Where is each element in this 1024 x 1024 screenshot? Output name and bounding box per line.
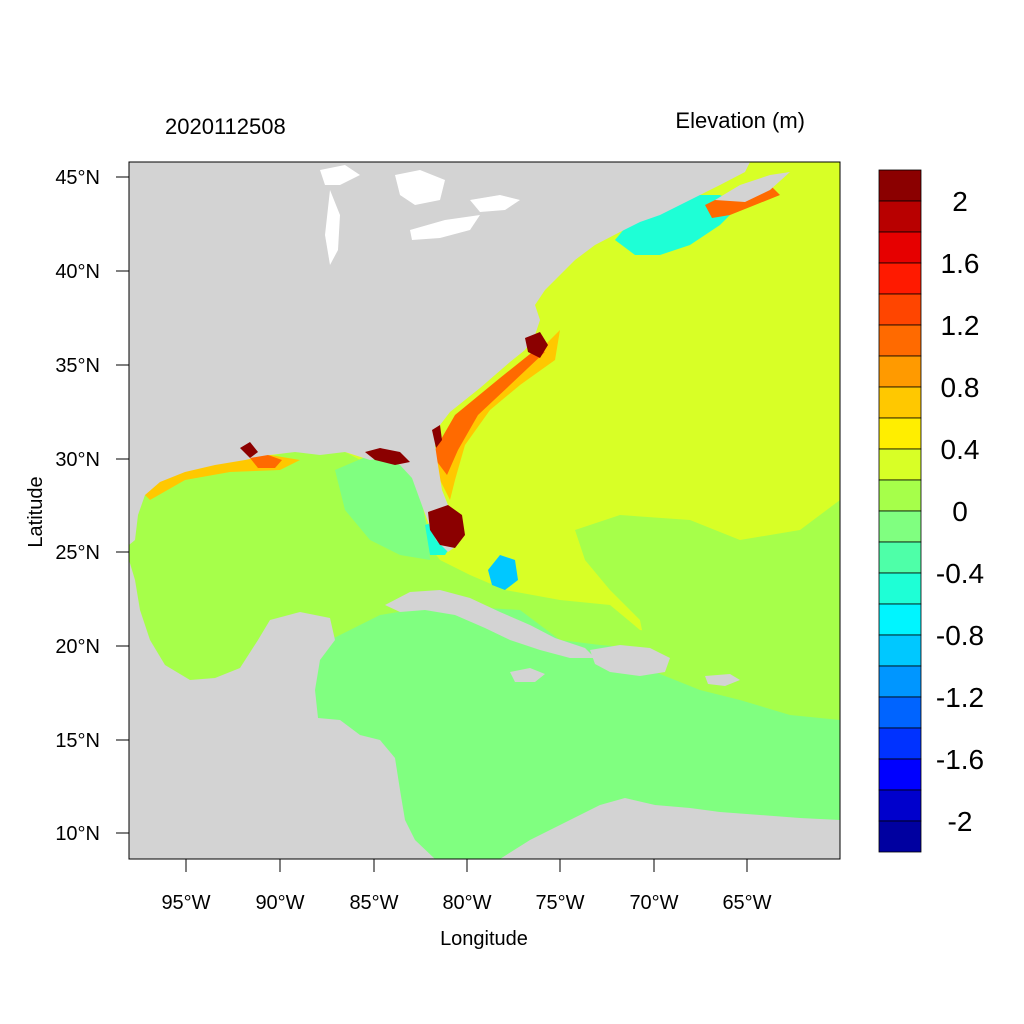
north-carolina-surge — [525, 332, 548, 358]
colorbar — [878, 169, 922, 853]
colorbar-label: 1.6 — [941, 248, 980, 279]
lat-tick-label: 30°N — [55, 449, 100, 471]
lon-tick-label: 85°W — [349, 892, 398, 914]
colorbar-segment — [878, 634, 922, 667]
lat-tick-label: 40°N — [55, 261, 100, 283]
colorbar-segment — [878, 603, 922, 636]
lat-tick-label: 35°N — [55, 355, 100, 377]
colorbar-segment — [878, 727, 922, 760]
colorbar-label: -1.6 — [936, 744, 984, 775]
colorbar-segment — [878, 417, 922, 450]
x-axis-label: Longitude — [440, 928, 528, 950]
east-coast-surge-low — [430, 330, 560, 500]
bahamas-setdown — [488, 555, 518, 590]
great-lakes — [320, 165, 520, 265]
longitude-ticks: 95°W 90°W 85°W 80°W 75°W 70°W 65°W — [161, 859, 772, 914]
colorbar-label: 1.2 — [941, 310, 980, 341]
colorbar-segment — [878, 231, 922, 264]
colorbar-labels: 2 1.6 1.2 0.8 0.4 0 -0.4 -0.8 -1.2 -1.6 -2 — [936, 186, 984, 837]
colorbar-label: 0 — [952, 496, 968, 527]
west-florida-shelf-zone — [335, 455, 430, 560]
gulf-coast-surge — [240, 425, 442, 465]
colorbar-label: -1.2 — [936, 682, 984, 713]
colorbar-segment — [878, 541, 922, 574]
lon-tick-label: 80°W — [442, 892, 491, 914]
colorbar-label: 2 — [952, 186, 968, 217]
plot-frame — [128, 161, 841, 860]
atlantic-neutral-zone — [575, 500, 840, 720]
colorbar-segment — [878, 200, 922, 233]
colorbar-segment — [878, 789, 922, 822]
colorbar-segment — [878, 665, 922, 698]
mexico-central-america-land — [129, 560, 435, 859]
colorbar-segment — [878, 448, 922, 481]
colorbar-segment — [878, 262, 922, 295]
latitude-ticks: 45°N 40°N 35°N 30°N 25°N 20°N 15°N 10°N — [55, 167, 129, 845]
y-axis-label: Latitude — [25, 476, 47, 547]
lat-tick-label: 10°N — [55, 823, 100, 845]
colorbar-segment — [878, 820, 922, 853]
colorbar-label: 0.8 — [941, 372, 980, 403]
colorbar-segment — [878, 510, 922, 543]
lat-tick-label: 45°N — [55, 167, 100, 189]
colorbar-segment — [878, 479, 922, 512]
colorbar-segment — [878, 324, 922, 357]
colorbar-segment — [878, 355, 922, 388]
colorbar-segment — [878, 169, 922, 202]
south-america-land — [500, 798, 840, 859]
colorbar-label: -2 — [948, 806, 973, 837]
colorbar-label: 0.4 — [941, 434, 980, 465]
colorbar-segment — [878, 572, 922, 605]
left-title: 2020112508 — [165, 114, 286, 139]
lon-tick-label: 90°W — [255, 892, 304, 914]
lon-tick-label: 95°W — [161, 892, 210, 914]
lat-tick-label: 25°N — [55, 542, 100, 564]
east-coast-surge-mid — [432, 350, 545, 475]
colorbar-label: -0.8 — [936, 620, 984, 651]
gulf-coast-surge-mid — [250, 455, 282, 468]
lat-tick-label: 15°N — [55, 730, 100, 752]
south-florida-surge — [428, 505, 465, 548]
lon-tick-label: 70°W — [629, 892, 678, 914]
lon-tick-label: 75°W — [535, 892, 584, 914]
hispaniola-land — [590, 645, 670, 676]
north-america-land — [129, 162, 750, 552]
nova-scotia-land — [715, 172, 790, 202]
colorbar-label: -0.4 — [936, 558, 984, 589]
cuba-land — [385, 590, 595, 658]
puerto-rico-land — [705, 674, 740, 686]
plot-area — [129, 162, 840, 859]
lat-tick-label: 20°N — [55, 636, 100, 658]
jamaica-land — [510, 668, 545, 682]
colorbar-segment — [878, 293, 922, 326]
colorbar-segment — [878, 696, 922, 729]
right-title: Elevation (m) — [675, 108, 805, 133]
colorbar-segment — [878, 758, 922, 791]
lon-tick-label: 65°W — [722, 892, 771, 914]
colorbar-segment — [878, 386, 922, 419]
